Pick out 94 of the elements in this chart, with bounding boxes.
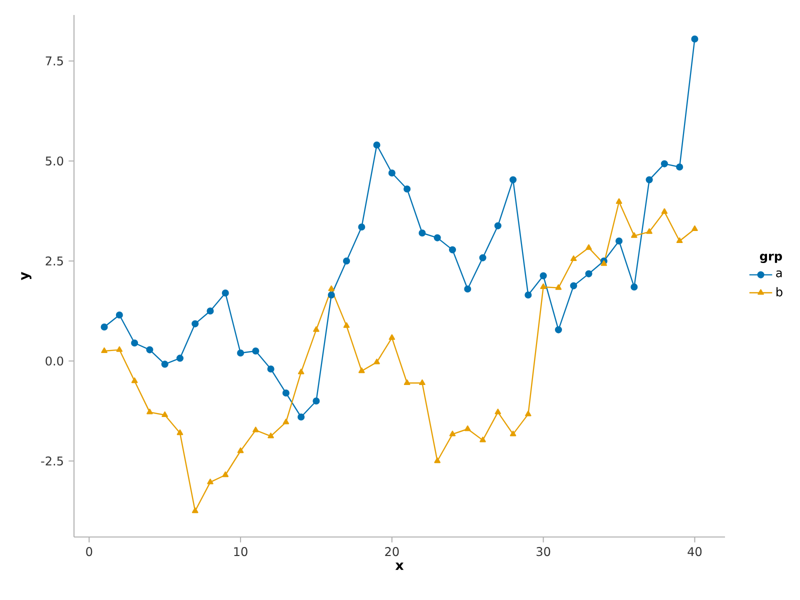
x-tick-label: 30 bbox=[536, 547, 550, 556]
point bbox=[419, 379, 426, 386]
point bbox=[554, 326, 562, 334]
point bbox=[131, 339, 138, 347]
y-axis-title: y bbox=[21, 272, 32, 280]
point bbox=[100, 323, 108, 331]
point bbox=[525, 410, 532, 416]
point bbox=[418, 229, 426, 237]
point bbox=[282, 389, 290, 397]
point bbox=[480, 436, 486, 442]
point bbox=[691, 35, 698, 43]
point bbox=[192, 320, 199, 328]
y-tick-label: 2.5 bbox=[46, 256, 63, 266]
point bbox=[570, 282, 578, 290]
point bbox=[388, 169, 396, 177]
point bbox=[328, 285, 335, 292]
point bbox=[116, 311, 123, 319]
legend-label: b bbox=[776, 287, 782, 296]
point bbox=[510, 176, 517, 184]
point bbox=[374, 358, 380, 364]
point bbox=[555, 284, 562, 290]
x-axis-title: x bbox=[395, 562, 404, 570]
point bbox=[358, 223, 366, 231]
point bbox=[252, 347, 260, 355]
point bbox=[237, 447, 244, 454]
legend-label: a bbox=[776, 270, 782, 278]
point bbox=[586, 244, 592, 250]
point bbox=[161, 360, 168, 368]
point bbox=[404, 379, 410, 386]
point bbox=[373, 141, 380, 149]
point bbox=[585, 270, 592, 278]
point bbox=[540, 283, 546, 290]
point bbox=[540, 272, 547, 280]
point bbox=[267, 365, 274, 373]
point bbox=[479, 254, 486, 262]
point bbox=[176, 354, 184, 362]
point bbox=[146, 408, 153, 414]
point bbox=[676, 163, 684, 171]
y-tick-label: 5.0 bbox=[46, 156, 64, 166]
point bbox=[222, 471, 229, 478]
point bbox=[646, 228, 652, 234]
x-tick-label: 0 bbox=[86, 547, 92, 556]
point bbox=[615, 237, 623, 245]
point bbox=[268, 432, 274, 438]
point bbox=[434, 234, 441, 242]
y-tick-label: 0.0 bbox=[46, 356, 64, 366]
point bbox=[176, 429, 184, 436]
point bbox=[494, 222, 502, 230]
point bbox=[162, 411, 168, 418]
point bbox=[661, 208, 668, 214]
point bbox=[101, 347, 108, 354]
point bbox=[298, 368, 304, 374]
point bbox=[434, 457, 440, 464]
point bbox=[207, 478, 214, 484]
point bbox=[494, 408, 502, 414]
point bbox=[630, 283, 638, 291]
point bbox=[660, 160, 668, 168]
point bbox=[131, 377, 138, 384]
point bbox=[342, 257, 350, 265]
point bbox=[464, 285, 472, 293]
point bbox=[237, 349, 244, 357]
x-tick-label: 10 bbox=[234, 547, 248, 556]
point bbox=[282, 418, 290, 424]
point bbox=[298, 413, 305, 421]
point bbox=[631, 232, 638, 238]
point bbox=[448, 246, 456, 254]
point bbox=[646, 176, 653, 184]
point bbox=[206, 307, 214, 315]
point bbox=[358, 367, 365, 374]
point bbox=[616, 198, 622, 204]
point bbox=[343, 322, 350, 328]
point bbox=[524, 291, 532, 299]
point bbox=[600, 260, 608, 266]
point bbox=[388, 334, 396, 340]
point bbox=[570, 255, 577, 262]
y-tick-label: 7.5 bbox=[46, 56, 63, 66]
y-tick-label: -2.5 bbox=[41, 456, 63, 466]
point bbox=[676, 237, 683, 244]
point bbox=[510, 430, 516, 436]
x-tick-label: 40 bbox=[688, 547, 702, 556]
point bbox=[146, 346, 154, 354]
point bbox=[313, 326, 320, 332]
point bbox=[312, 397, 320, 405]
point bbox=[222, 289, 229, 297]
point bbox=[252, 426, 259, 432]
point bbox=[449, 430, 456, 436]
point bbox=[192, 507, 198, 514]
point bbox=[116, 346, 123, 352]
x-tick-label: 20 bbox=[385, 547, 399, 556]
point bbox=[464, 425, 471, 432]
legend-title: grp bbox=[760, 254, 782, 264]
point bbox=[328, 291, 335, 299]
point bbox=[692, 225, 698, 232]
point bbox=[404, 185, 411, 193]
